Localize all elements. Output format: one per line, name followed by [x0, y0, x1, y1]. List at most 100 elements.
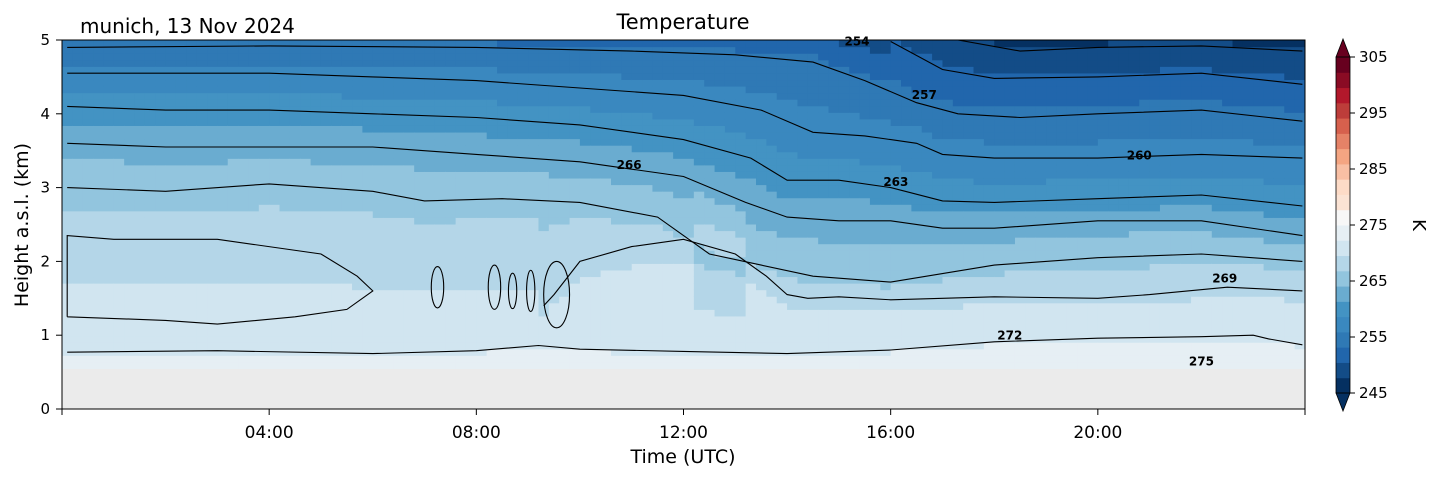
field-cell	[207, 361, 218, 370]
field-cell	[134, 184, 146, 192]
field-cell	[331, 125, 343, 133]
field-cell	[569, 92, 581, 100]
field-cell	[175, 171, 187, 179]
field-cell	[279, 289, 291, 297]
field-cell	[144, 118, 156, 126]
field-cell	[921, 237, 933, 245]
field-cell	[714, 329, 726, 337]
field-cell	[787, 191, 799, 199]
field-cell	[621, 59, 633, 67]
field-cell	[621, 72, 633, 81]
field-cell	[579, 348, 591, 356]
field-cell	[673, 223, 685, 232]
field-cell	[528, 309, 540, 317]
field-cell	[579, 164, 591, 172]
field-cell	[932, 302, 944, 310]
field-cell	[683, 309, 695, 317]
field-cell	[745, 125, 757, 133]
field-cell	[1035, 230, 1047, 238]
field-cell	[134, 204, 146, 212]
field-cell	[621, 342, 633, 350]
field-cell	[797, 158, 809, 166]
field-cell	[331, 335, 343, 343]
field-cell	[994, 72, 1006, 81]
field-cell	[901, 72, 912, 81]
field-cell	[434, 99, 446, 107]
field-cell	[579, 92, 591, 100]
field-cell	[72, 283, 84, 291]
field-cell	[289, 204, 301, 212]
field-cell	[258, 361, 270, 370]
field-cell	[828, 263, 840, 271]
field-cell	[383, 269, 395, 278]
field-cell	[320, 53, 332, 61]
field-cell	[662, 118, 674, 126]
field-cell	[932, 191, 944, 199]
field-cell	[362, 355, 374, 363]
field-cell	[973, 177, 985, 186]
field-cell	[538, 191, 550, 199]
field-cell	[310, 217, 322, 225]
field-cell	[963, 46, 975, 54]
field-cell	[869, 250, 881, 258]
field-cell	[82, 138, 94, 146]
field-cell	[693, 335, 705, 343]
field-cell	[610, 85, 622, 94]
field-cell	[704, 59, 716, 67]
field-cell	[300, 131, 312, 140]
field-cell	[849, 66, 861, 74]
field-cell	[745, 243, 757, 251]
field-cell	[787, 335, 799, 343]
field-cell	[1025, 191, 1037, 199]
field-cell	[1014, 335, 1026, 343]
field-cell	[1046, 361, 1057, 370]
field-cell	[93, 145, 105, 153]
field-cell	[1014, 342, 1026, 350]
field-cell	[269, 46, 281, 54]
field-cell	[175, 361, 187, 370]
field-cell	[62, 131, 73, 140]
field-cell	[1025, 322, 1037, 330]
field-cell	[124, 256, 136, 264]
field-cell	[538, 256, 550, 264]
field-cell	[869, 66, 881, 74]
field-cell	[973, 256, 985, 264]
field-cell	[1025, 263, 1037, 271]
field-cell	[787, 197, 799, 205]
field-cell	[113, 112, 125, 120]
field-cell	[973, 112, 985, 120]
field-cell	[93, 72, 105, 81]
field-cell	[186, 92, 198, 100]
field-cell	[1035, 145, 1047, 153]
field-cell	[1035, 283, 1047, 291]
field-cell	[756, 237, 767, 245]
field-cell	[424, 204, 436, 212]
field-cell	[579, 125, 591, 133]
field-cell	[175, 112, 187, 120]
field-cell	[217, 59, 229, 67]
field-cell	[383, 250, 395, 258]
field-cell	[465, 283, 477, 291]
field-cell	[1087, 99, 1099, 107]
field-cell	[901, 131, 912, 140]
field-cell	[973, 296, 985, 304]
field-cell	[849, 197, 861, 205]
field-cell	[693, 191, 705, 199]
field-cell	[1056, 177, 1068, 186]
field-cell	[134, 230, 146, 238]
field-cell	[932, 138, 944, 146]
field-cell	[932, 348, 944, 356]
field-cell	[279, 256, 291, 264]
field-cell	[414, 99, 426, 107]
field-cell	[538, 105, 550, 113]
field-cell	[82, 177, 94, 186]
field-cell	[434, 237, 446, 245]
field-cell	[1014, 105, 1026, 113]
field-cell	[673, 164, 685, 172]
field-cell	[300, 66, 312, 74]
field-cell	[683, 53, 695, 61]
field-cell	[1066, 263, 1078, 271]
field-cell	[569, 79, 581, 87]
field-cell	[434, 125, 446, 133]
field-cell	[300, 164, 312, 172]
